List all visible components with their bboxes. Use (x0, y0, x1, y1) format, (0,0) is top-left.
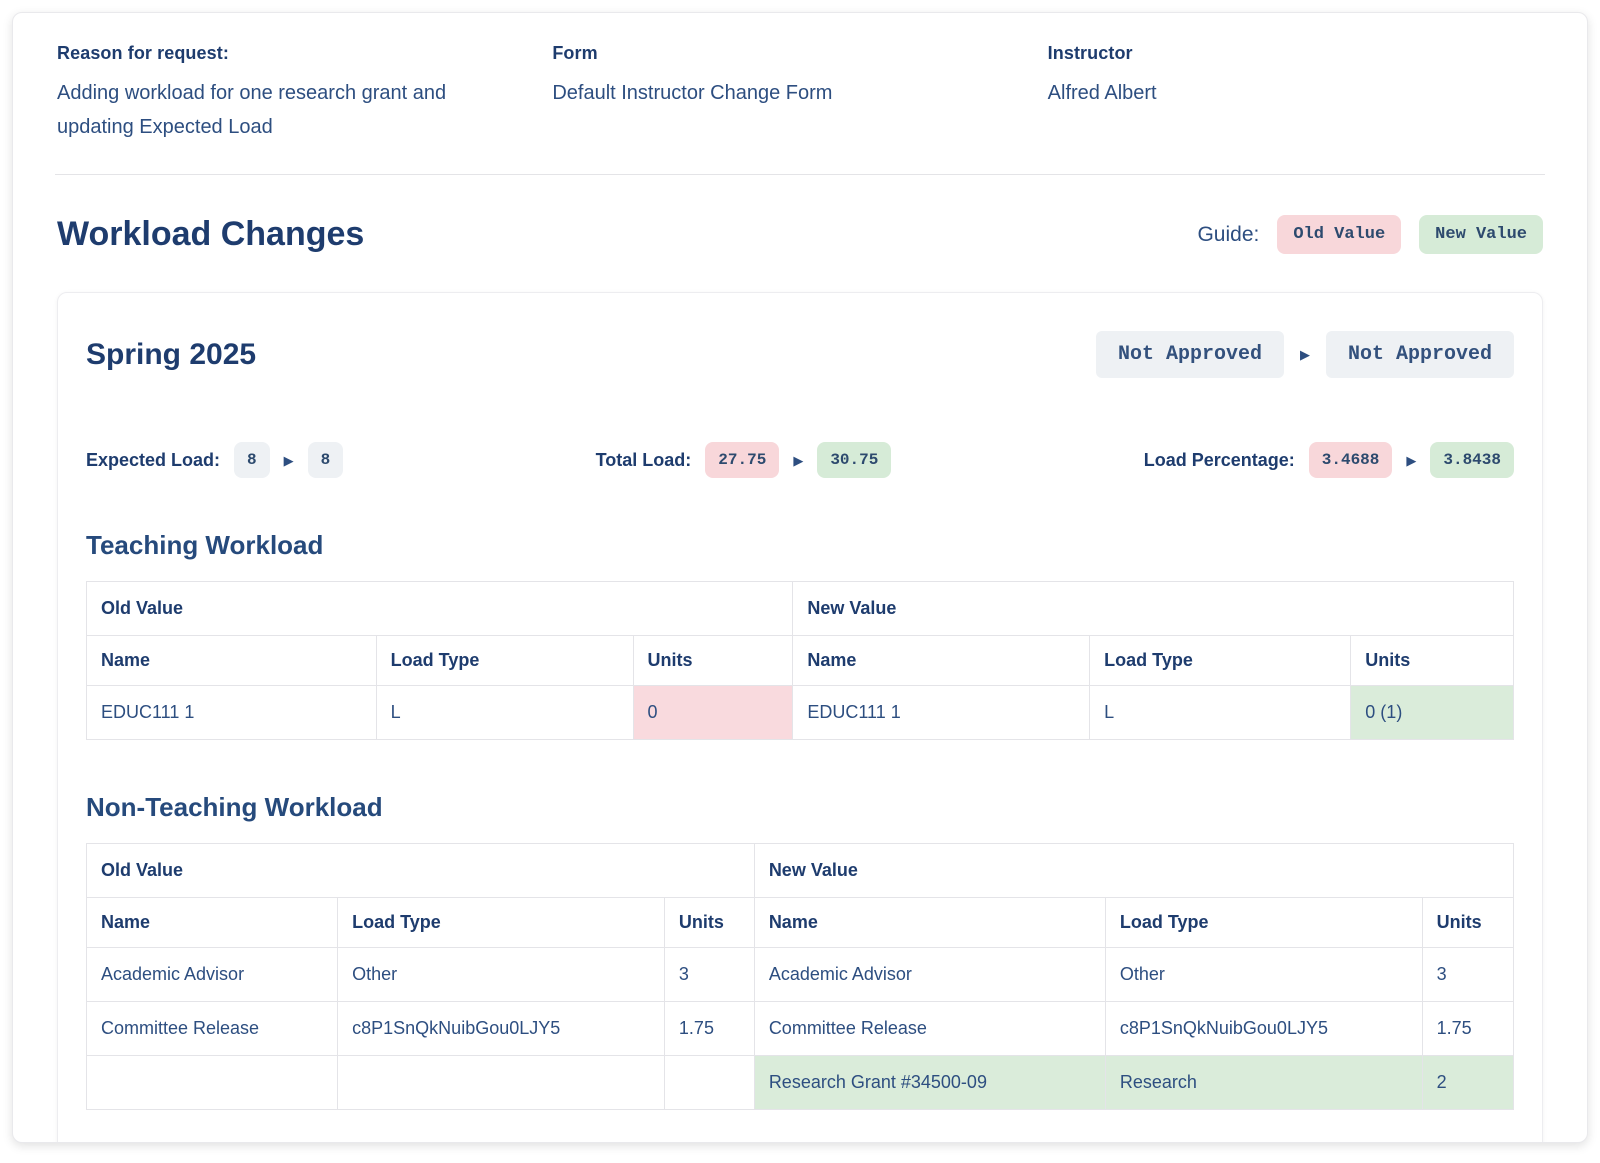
non-teaching-new-loadtype-header: Load Type (1104, 897, 1423, 948)
instructor-field: Instructor Alfred Albert (1048, 43, 1543, 144)
form-value: Default Instructor Change Form (552, 82, 833, 104)
nt-old-loadtype-cell (337, 1055, 665, 1110)
teaching-new-loadtype-cell: L (1089, 685, 1352, 740)
teaching-old-name-cell: EDUC111 1 (86, 685, 377, 740)
nt-old-units-cell: 1.75 (663, 1001, 755, 1056)
term-card-spring-2025: Spring 2025 Not Approved ▶ Not Approved … (57, 292, 1543, 1142)
non-teaching-column-header-row: Name Load Type Units Name Load Type Unit… (85, 897, 1515, 948)
nt-new-units-cell: 1.75 (1421, 1001, 1515, 1056)
teaching-old-units-header: Units (632, 635, 794, 686)
arrow-right-icon: ▶ (793, 452, 804, 468)
arrow-right-icon: ▶ (1406, 452, 1417, 468)
nt-new-units-cell: 2 (1421, 1055, 1515, 1110)
form-field: Form Default Instructor Change Form (552, 43, 1047, 144)
term-title: Spring 2025 (86, 337, 257, 371)
load-percentage-new-badge: 3.8438 (1430, 442, 1514, 478)
teaching-old-value-header: Old Value (85, 581, 794, 636)
non-teaching-new-units-header: Units (1421, 897, 1515, 948)
total-load-stat: Total Load: 27.75 ▶ 30.75 (596, 442, 892, 478)
non-teaching-old-name-header: Name (85, 897, 339, 948)
teaching-workload-title: Teaching Workload (86, 530, 324, 560)
nt-old-name-cell (85, 1055, 339, 1110)
non-teaching-workload-title: Non-Teaching Workload (86, 792, 383, 822)
nt-old-name-cell: Academic Advisor (85, 947, 339, 1002)
nt-new-name-cell: Academic Advisor (753, 947, 1106, 1002)
arrow-right-icon: ▶ (283, 452, 294, 468)
total-load-label: Total Load: (595, 449, 692, 470)
teaching-column-header-row: Name Load Type Units Name Load Type Unit… (86, 635, 1514, 686)
teaching-new-units-header: Units (1350, 635, 1514, 686)
teaching-workload-table: Old Value New Value Name Load Type Units… (85, 581, 1514, 740)
term-card-header: Spring 2025 Not Approved ▶ Not Approved (86, 323, 1514, 378)
nt-old-name-cell: Committee Release (85, 1001, 339, 1056)
non-teaching-old-units-header: Units (663, 897, 755, 948)
table-row: Research Grant #34500-09 Research 2 (85, 1055, 1515, 1110)
nt-new-name-cell: Committee Release (753, 1001, 1106, 1056)
expected-load-label: Expected Load: (86, 449, 221, 470)
legend-guide: Guide: Old Value New Value (1197, 215, 1543, 254)
table-row: EDUC111 1 L 0 EDUC111 1 L 0 (1) (86, 685, 1514, 740)
load-stats-row: Expected Load: 8 ▶ 8 Total Load: 27.75 ▶… (86, 442, 1514, 478)
expected-load-new-badge: 8 (307, 442, 344, 478)
table-row: Committee Release c8P1SnQkNuibGou0LJY5 1… (85, 1001, 1515, 1056)
teaching-old-loadtype-cell: L (375, 685, 634, 740)
nt-old-units-cell (663, 1055, 755, 1110)
request-header: Reason for request: Adding workload for … (57, 43, 1543, 144)
reason-label: Reason for request: (57, 43, 229, 63)
nt-old-units-cell: 3 (663, 947, 755, 1002)
nt-new-name-cell: Research Grant #34500-09 (753, 1055, 1106, 1110)
non-teaching-new-name-header: Name (753, 897, 1106, 948)
approval-status-group: Not Approved ▶ Not Approved (1095, 331, 1514, 378)
teaching-new-units-cell: 0 (1) (1350, 685, 1514, 740)
teaching-old-loadtype-header: Load Type (375, 635, 634, 686)
nt-new-loadtype-cell: Research (1104, 1055, 1423, 1110)
load-percentage-label: Load Percentage: (1143, 449, 1295, 470)
teaching-new-value-header: New Value (792, 581, 1514, 636)
table-row: Academic Advisor Other 3 Academic Adviso… (85, 947, 1515, 1002)
non-teaching-workload-table: Old Value New Value Name Load Type Units… (85, 843, 1515, 1110)
load-percentage-stat: Load Percentage: 3.4688 ▶ 3.8438 (1144, 442, 1514, 478)
nt-new-loadtype-cell: Other (1104, 947, 1423, 1002)
form-label: Form (552, 43, 598, 63)
teaching-new-name-header: Name (792, 635, 1091, 686)
non-teaching-old-loadtype-header: Load Type (337, 897, 665, 948)
workload-title-row: Workload Changes Guide: Old Value New Va… (57, 215, 1543, 254)
teaching-new-loadtype-header: Load Type (1089, 635, 1352, 686)
expected-load-old-badge: 8 (234, 442, 270, 478)
teaching-old-units-cell: 0 (632, 685, 794, 740)
nt-new-units-cell: 3 (1421, 947, 1515, 1002)
new-value-legend-badge: New Value (1419, 215, 1543, 254)
status-new-badge: Not Approved (1325, 331, 1514, 378)
teaching-new-name-cell: EDUC111 1 (792, 685, 1091, 740)
total-load-new-badge: 30.75 (817, 442, 892, 478)
non-teaching-group-header-row: Old Value New Value (86, 843, 1515, 898)
nt-old-loadtype-cell: Other (337, 947, 665, 1002)
arrow-right-icon: ▶ (1299, 347, 1310, 362)
old-value-legend-badge: Old Value (1277, 215, 1402, 254)
instructor-value: Alfred Albert (1047, 82, 1157, 104)
header-divider (55, 174, 1545, 175)
non-teaching-old-value-header: Old Value (86, 843, 755, 898)
total-load-old-badge: 27.75 (705, 442, 780, 478)
reason-field: Reason for request: Adding workload for … (57, 43, 552, 144)
guide-label: Guide: (1197, 222, 1260, 246)
page-title: Workload Changes (57, 215, 365, 253)
reason-value: Adding workload for one research grant a… (57, 82, 447, 138)
teaching-old-name-header: Name (86, 635, 377, 686)
load-percentage-old-badge: 3.4688 (1308, 442, 1393, 478)
status-old-badge: Not Approved (1095, 331, 1284, 378)
page-container: Reason for request: Adding workload for … (12, 12, 1588, 1143)
nt-old-loadtype-cell: c8P1SnQkNuibGou0LJY5 (337, 1001, 665, 1056)
expected-load-stat: Expected Load: 8 ▶ 8 (86, 442, 344, 478)
non-teaching-new-value-header: New Value (753, 843, 1515, 898)
teaching-group-header-row: Old Value New Value (85, 581, 1514, 636)
instructor-label: Instructor (1047, 43, 1133, 63)
nt-new-loadtype-cell: c8P1SnQkNuibGou0LJY5 (1104, 1001, 1423, 1056)
